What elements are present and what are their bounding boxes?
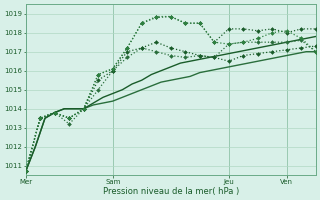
- X-axis label: Pression niveau de la mer( hPa ): Pression niveau de la mer( hPa ): [103, 187, 239, 196]
